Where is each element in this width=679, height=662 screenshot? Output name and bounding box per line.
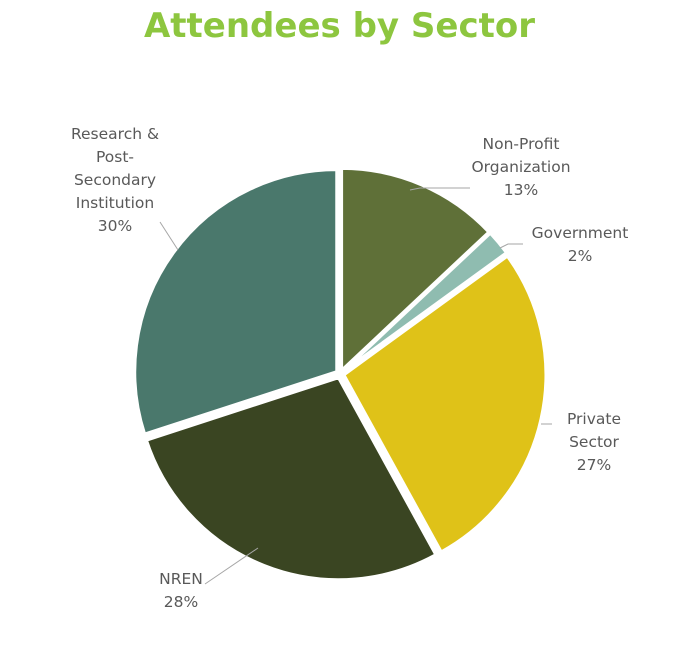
slice-value-label: 2% [568, 247, 593, 265]
slice-label: Government 2% [532, 224, 629, 265]
pie-slice-government [341, 231, 509, 373]
chart-title: Attendees by Sector [143, 6, 536, 46]
slice-name-label: Private [567, 410, 621, 428]
pie-slice-nren [144, 376, 438, 582]
leader-line [499, 243, 523, 249]
leader-lines [159, 187, 552, 585]
slice-value-label: 30% [98, 217, 132, 235]
slice-name-label: Research & [71, 125, 159, 143]
slice-label: Research & Post- Secondary Institution 30% [71, 125, 159, 235]
leader-line [204, 547, 259, 585]
slice-name-label: Institution [76, 194, 154, 212]
slice-labels: Non-Profit Organization 13% Government 2% Pri… [71, 125, 628, 611]
slice-value-label: 13% [504, 181, 538, 199]
slice-name-label: Organization [471, 158, 570, 176]
leader-line [409, 187, 470, 191]
slice-value-label: 27% [577, 456, 611, 474]
slice-name-label: Non-Profit [483, 135, 560, 153]
slice-name-label: NREN [159, 570, 203, 588]
slice-value-label: 28% [164, 593, 198, 611]
slice-label: Private Sector 27% [567, 410, 621, 474]
slice-name-label: Post- [96, 148, 134, 166]
slice-label: NREN 28% [159, 570, 203, 611]
pie-slice-research-post-secondary-institution [133, 168, 339, 436]
pie-slice-non-profit-organization [340, 166, 491, 372]
pie-slice-private-sector [342, 254, 548, 554]
pie-slices [133, 166, 548, 582]
slice-name-label: Government [532, 224, 629, 242]
slice-label: Non-Profit Organization 13% [471, 135, 570, 199]
slice-name-label: Secondary [74, 171, 156, 189]
slice-name-label: Sector [569, 433, 619, 451]
leader-line [159, 221, 179, 251]
